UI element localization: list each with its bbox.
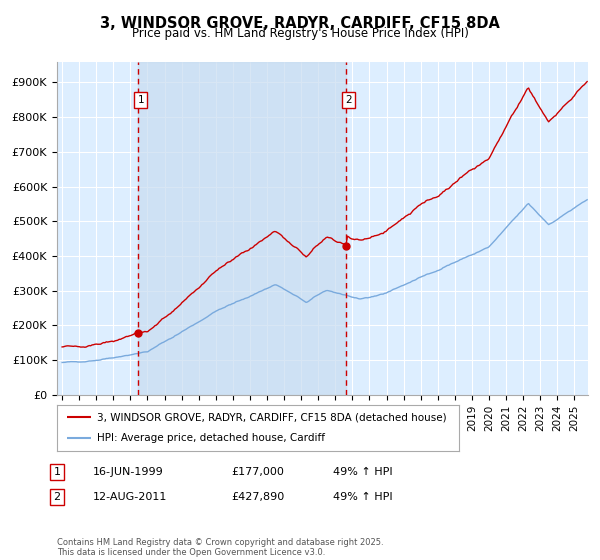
Bar [138,62,346,395]
Text: £427,890: £427,890 [231,492,284,502]
Text: 49% ↑ HPI: 49% ↑ HPI [333,467,392,477]
Text: 16-JUN-1999: 16-JUN-1999 [93,467,164,477]
Text: 2: 2 [53,492,61,502]
Text: HPI: Average price, detached house, Cardiff: HPI: Average price, detached house, Card… [97,433,325,444]
Text: £177,000: £177,000 [231,467,284,477]
Text: 3, WINDSOR GROVE, RADYR, CARDIFF, CF15 8DA (detached house): 3, WINDSOR GROVE, RADYR, CARDIFF, CF15 8… [97,412,447,422]
Text: 12-AUG-2011: 12-AUG-2011 [93,492,167,502]
Text: Contains HM Land Registry data © Crown copyright and database right 2025.
This d: Contains HM Land Registry data © Crown c… [57,538,383,557]
Text: Price paid vs. HM Land Registry's House Price Index (HPI): Price paid vs. HM Land Registry's House … [131,27,469,40]
Text: 49% ↑ HPI: 49% ↑ HPI [333,492,392,502]
Text: 1: 1 [137,95,144,105]
Text: 3, WINDSOR GROVE, RADYR, CARDIFF, CF15 8DA: 3, WINDSOR GROVE, RADYR, CARDIFF, CF15 8… [100,16,500,31]
Text: 1: 1 [53,467,61,477]
Text: 2: 2 [345,95,352,105]
